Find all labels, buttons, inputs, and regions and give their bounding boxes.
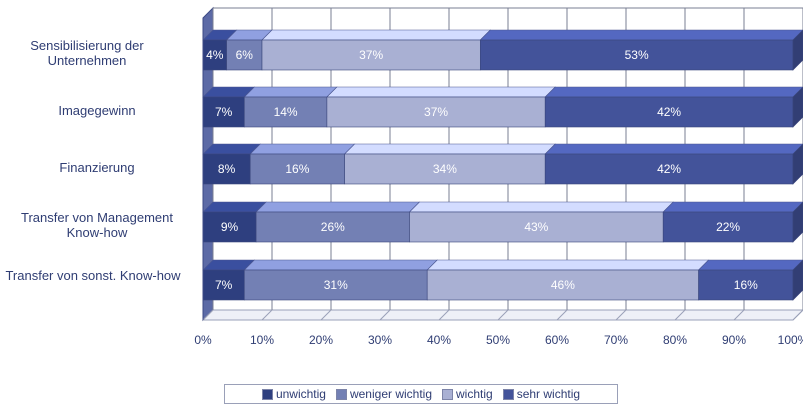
bar-side xyxy=(792,86,803,128)
data-label: 6% xyxy=(236,48,254,62)
legend-swatch-wichtig xyxy=(442,388,454,400)
floor-gridline xyxy=(615,309,627,321)
x-tick-label: 50% xyxy=(486,333,510,347)
data-label: 7% xyxy=(215,105,233,119)
data-label: 46% xyxy=(551,278,575,292)
x-tick-label: 20% xyxy=(309,333,333,347)
bar-top xyxy=(697,259,803,271)
data-label: 37% xyxy=(424,105,448,119)
floor-gridline xyxy=(674,309,686,321)
bar-top xyxy=(662,201,803,213)
data-label: 8% xyxy=(218,162,236,176)
data-label: 42% xyxy=(657,105,681,119)
bar-segment xyxy=(479,39,794,71)
bar-top xyxy=(544,143,803,155)
category-label: Finanzierung xyxy=(59,159,135,175)
category-label: Imagegewinn xyxy=(58,102,136,118)
x-tick-label: 10% xyxy=(250,333,274,347)
bar-side xyxy=(792,143,803,185)
floor-gridline xyxy=(202,309,214,321)
bar-top xyxy=(202,201,267,213)
bar-segment xyxy=(544,153,794,185)
data-label: 31% xyxy=(324,278,348,292)
bar-top xyxy=(479,29,803,41)
bar-segment xyxy=(255,211,410,243)
floor-gridline xyxy=(733,309,745,321)
x-tick-label: 100% xyxy=(778,333,803,347)
bar-top xyxy=(255,201,421,213)
x-tick-label: 70% xyxy=(604,333,628,347)
data-label: 53% xyxy=(625,48,649,62)
legend: unwichtig weniger wichtig wichtig sehr w… xyxy=(224,384,618,404)
data-label: 7% xyxy=(215,278,233,292)
bar-side xyxy=(792,259,803,301)
x-tick-label: 60% xyxy=(545,333,569,347)
bar-top xyxy=(343,143,556,155)
bar-top xyxy=(408,201,674,213)
bar-segment xyxy=(202,96,245,128)
category-label: Transfer von Management Know-how xyxy=(21,210,173,240)
x-tick-label: 0% xyxy=(194,333,212,347)
bar-segment xyxy=(202,211,257,243)
bar-segment xyxy=(226,39,263,71)
x-tick-label: 40% xyxy=(427,333,451,347)
legend-label-sehr-wichtig: sehr wichtig xyxy=(516,387,581,401)
bar-segment xyxy=(249,153,345,185)
legend-item-weniger-wichtig: weniger wichtig xyxy=(335,387,433,401)
data-label: 34% xyxy=(433,162,457,176)
legend-label-wichtig: wichtig xyxy=(456,387,493,401)
data-label: 22% xyxy=(716,220,740,234)
legend-swatch-weniger-wichtig xyxy=(335,388,347,400)
data-label: 9% xyxy=(221,220,239,234)
floor-gridline xyxy=(556,309,568,321)
floor-gridline xyxy=(497,309,509,321)
category-label: Transfer von sonst. Know-how xyxy=(5,268,181,283)
legend-label-weniger-wichtig: weniger wichtig xyxy=(349,387,433,401)
data-label: 4% xyxy=(206,48,224,62)
data-label: 43% xyxy=(524,220,548,234)
data-label: 16% xyxy=(734,278,758,292)
legend-swatch-sehr-wichtig xyxy=(502,388,514,400)
data-label: 26% xyxy=(321,220,345,234)
category-label: Sensibilisierung der Unternehmen xyxy=(30,38,144,68)
bar-top xyxy=(249,143,356,155)
data-label: 42% xyxy=(657,162,681,176)
floor-gridline xyxy=(261,309,273,321)
x-tick-label: 90% xyxy=(722,333,746,347)
legend-item-unwichtig: unwichtig xyxy=(261,387,326,401)
bar-segment xyxy=(326,96,546,128)
bar-top xyxy=(261,29,492,41)
bar-segment xyxy=(261,39,481,71)
bar-side xyxy=(792,29,803,71)
bar-top xyxy=(243,259,438,271)
bar-top xyxy=(544,86,803,98)
floor-gridline xyxy=(320,309,332,321)
legend-label-unwichtig: unwichtig xyxy=(275,387,326,401)
data-label: 16% xyxy=(285,162,309,176)
bar-top xyxy=(326,86,556,98)
legend-item-wichtig: wichtig xyxy=(442,387,493,401)
legend-item-sehr-wichtig: sehr wichtig xyxy=(502,387,581,401)
floor-gridline xyxy=(438,309,450,321)
bar-segment xyxy=(544,96,794,128)
x-tick-label: 80% xyxy=(663,333,687,347)
bar-top xyxy=(243,86,338,98)
data-label: 37% xyxy=(359,48,383,62)
bar-segment xyxy=(698,269,794,301)
bar-segment xyxy=(244,269,428,301)
legend-swatch-unwichtig xyxy=(261,388,273,400)
x-tick-label: 30% xyxy=(368,333,392,347)
floor-gridline xyxy=(379,309,391,321)
data-label: 14% xyxy=(274,105,298,119)
bar-top xyxy=(426,259,710,271)
floor-gridline xyxy=(792,309,803,321)
bar-side xyxy=(792,201,803,243)
